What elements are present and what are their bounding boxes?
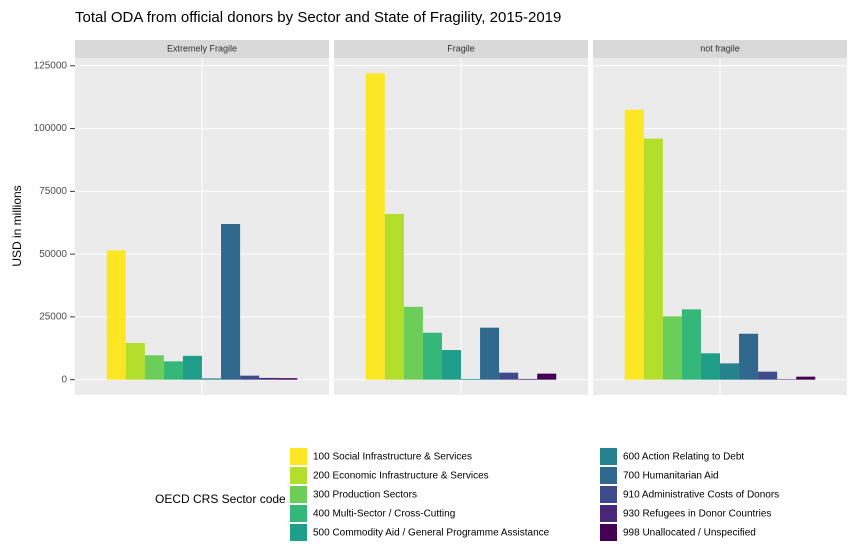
- legend-label: 700 Humanitarian Aid: [623, 471, 719, 482]
- bar: [403, 306, 423, 380]
- legend-key: [600, 486, 617, 503]
- bar: [259, 377, 279, 380]
- legend-key: [600, 524, 617, 541]
- strip: [593, 40, 847, 58]
- bar: [518, 378, 538, 380]
- bar: [202, 378, 222, 380]
- legend-label: 100 Social Infrastructure & Services: [313, 452, 472, 463]
- strip-label: Fragile: [447, 43, 475, 53]
- legend-label: 930 Refugees in Donor Countries: [623, 509, 771, 520]
- legend-key: [600, 448, 617, 465]
- legend-label: 200 Economic Infrastructure & Services: [313, 471, 489, 482]
- bar: [221, 223, 241, 380]
- y-tick-label: 0: [61, 374, 67, 385]
- legend-key: [600, 467, 617, 484]
- bar: [182, 355, 202, 380]
- bar: [624, 109, 644, 380]
- bar: [125, 343, 145, 380]
- strip: [334, 40, 588, 58]
- bar: [163, 361, 183, 380]
- chart-title: Total ODA from official donors by Sector…: [75, 9, 561, 26]
- y-tick-label: 50000: [39, 249, 67, 260]
- legend-key: [600, 505, 617, 522]
- legend-key: [290, 448, 307, 465]
- bar: [106, 250, 126, 380]
- legend-key: [290, 486, 307, 503]
- legend-label: 300 Production Sectors: [313, 490, 417, 501]
- y-axis-label: USD in millions: [10, 185, 24, 266]
- legend-label: 400 Multi-Sector / Cross-Cutting: [313, 509, 455, 520]
- bar: [278, 378, 298, 380]
- bar: [480, 327, 500, 380]
- bar: [720, 363, 740, 380]
- bar: [499, 372, 519, 380]
- strip-label: not fragile: [700, 43, 740, 53]
- bar: [643, 138, 663, 380]
- bar: [441, 350, 461, 380]
- legend-label: 910 Administrative Costs of Donors: [623, 490, 779, 501]
- bar: [365, 73, 385, 380]
- bar: [700, 353, 720, 380]
- y-tick-label: 125000: [34, 60, 68, 71]
- legend-key: [290, 467, 307, 484]
- legend-key: [290, 524, 307, 541]
- bar: [796, 376, 816, 380]
- y-tick-label: 100000: [34, 123, 68, 134]
- bar: [777, 379, 797, 380]
- legend-label: 600 Action Relating to Debt: [623, 452, 744, 463]
- strip: [75, 40, 329, 58]
- bar: [144, 355, 164, 380]
- bar: [681, 309, 701, 380]
- bar: [461, 378, 481, 380]
- bar: [739, 333, 759, 380]
- y-tick-label: 75000: [39, 186, 67, 197]
- legend-label: 500 Commodity Aid / General Programme As…: [313, 528, 550, 539]
- bar: [240, 375, 260, 380]
- bar: [537, 373, 557, 380]
- y-tick-label: 25000: [39, 312, 67, 323]
- legend-title: OECD CRS Sector code: [155, 492, 286, 506]
- bar: [662, 316, 682, 380]
- legend-label: 998 Unallocated / Unspecified: [623, 528, 756, 539]
- bar: [758, 371, 778, 380]
- strip-label: Extremely Fragile: [167, 43, 237, 53]
- bar: [422, 332, 442, 380]
- legend-key: [290, 505, 307, 522]
- bar: [384, 213, 404, 380]
